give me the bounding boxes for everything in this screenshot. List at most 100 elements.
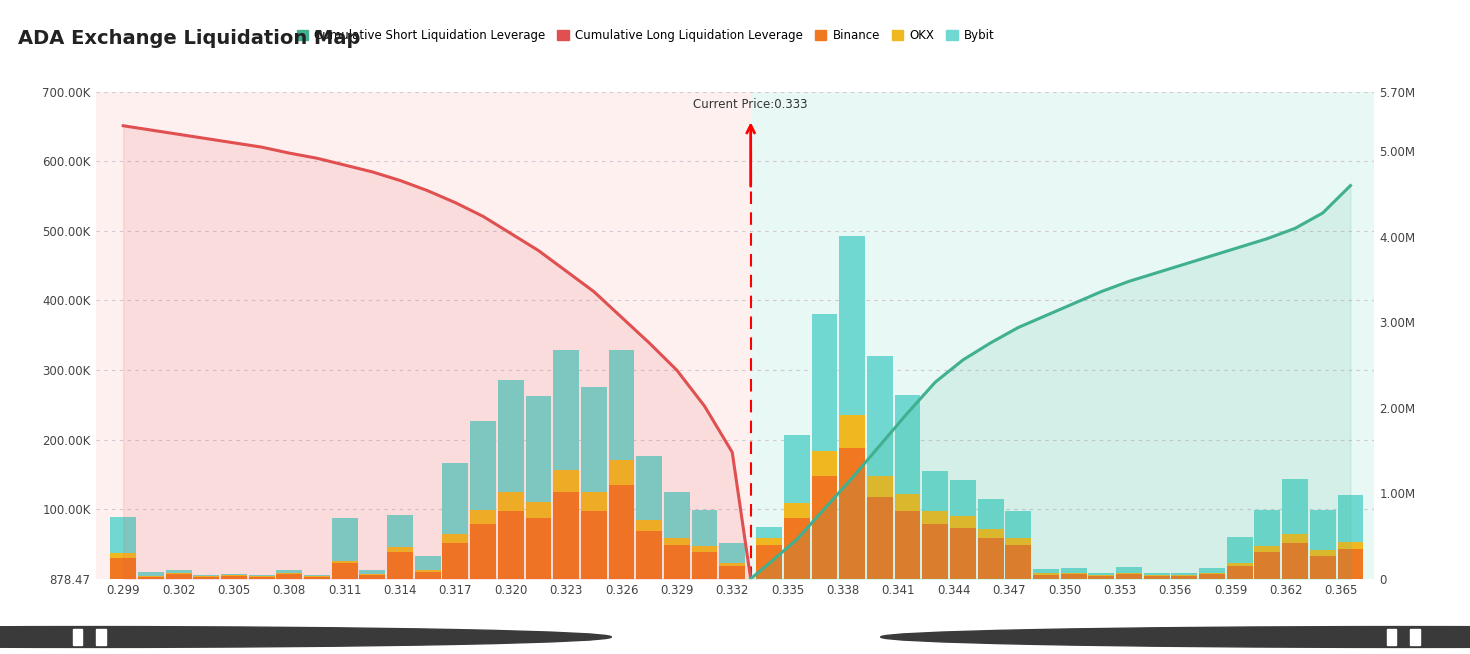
Bar	[1116, 572, 1142, 574]
Bar	[470, 510, 495, 525]
Bar	[811, 451, 838, 475]
Bar	[276, 574, 303, 579]
Bar	[691, 546, 717, 553]
Bar	[387, 547, 413, 553]
Bar	[1338, 494, 1363, 542]
Bar	[950, 516, 976, 528]
Bar	[1200, 568, 1225, 572]
Bar	[442, 462, 469, 534]
Bar	[978, 528, 1004, 538]
Bar	[1386, 629, 1396, 645]
Bar	[1088, 572, 1114, 576]
Bar	[553, 351, 579, 470]
Bar	[1227, 566, 1252, 579]
Bar	[637, 521, 662, 532]
Bar	[1338, 542, 1363, 549]
Bar	[581, 387, 607, 492]
Bar	[470, 525, 495, 579]
Bar	[691, 510, 717, 546]
Bar	[276, 570, 303, 572]
Bar	[1033, 575, 1058, 579]
Bar	[922, 471, 948, 511]
Bar	[1116, 567, 1142, 572]
Bar	[166, 572, 191, 574]
Bar	[664, 545, 689, 579]
Bar	[304, 575, 329, 576]
Bar	[1061, 574, 1086, 579]
Bar	[691, 553, 717, 579]
Bar	[950, 480, 976, 516]
Bar	[1254, 546, 1280, 553]
Bar	[751, 92, 1374, 579]
Bar	[609, 485, 635, 579]
Bar	[784, 435, 810, 503]
Bar	[526, 517, 551, 579]
Bar	[1254, 553, 1280, 579]
Text: ADA Exchange Liquidation Map: ADA Exchange Liquidation Map	[18, 29, 360, 48]
Bar	[1338, 549, 1363, 579]
Bar	[1310, 510, 1336, 550]
Bar	[248, 577, 275, 579]
Bar	[194, 577, 219, 579]
Bar	[756, 545, 782, 579]
Bar	[1005, 538, 1030, 545]
Bar	[1005, 511, 1030, 538]
Bar	[248, 576, 275, 577]
Bar	[498, 492, 523, 511]
Bar	[609, 460, 635, 485]
Bar	[1200, 572, 1225, 574]
Bar	[609, 350, 635, 460]
Bar	[756, 538, 782, 545]
Circle shape	[881, 627, 1470, 647]
Bar	[138, 572, 163, 576]
Bar	[867, 356, 892, 475]
Bar	[1033, 573, 1058, 575]
Bar	[1061, 568, 1086, 572]
Bar	[194, 576, 219, 577]
Bar	[1254, 510, 1280, 546]
Bar	[895, 395, 920, 494]
Bar	[922, 525, 948, 579]
Bar	[895, 511, 920, 579]
Bar	[276, 572, 303, 574]
Bar	[470, 421, 495, 510]
Bar	[332, 560, 357, 564]
Bar	[442, 543, 469, 579]
Bar	[1282, 479, 1308, 534]
Bar	[526, 502, 551, 517]
Bar	[415, 556, 441, 570]
Bar	[387, 553, 413, 579]
Bar	[415, 572, 441, 579]
Bar	[978, 538, 1004, 579]
Bar	[194, 575, 219, 576]
Bar	[553, 492, 579, 579]
Bar	[719, 566, 745, 579]
Bar	[96, 92, 751, 579]
Bar	[110, 553, 137, 558]
Bar	[756, 526, 782, 538]
Bar	[978, 500, 1004, 528]
Bar	[138, 577, 163, 579]
Bar	[637, 532, 662, 579]
Bar	[1172, 576, 1197, 579]
Bar	[1061, 572, 1086, 574]
Bar	[719, 563, 745, 566]
Bar	[581, 511, 607, 579]
Bar	[360, 576, 385, 579]
Bar	[784, 517, 810, 579]
Bar	[96, 629, 106, 645]
Bar	[922, 511, 948, 525]
Bar	[166, 570, 191, 572]
Bar	[498, 380, 523, 492]
Bar	[304, 577, 329, 579]
Bar	[839, 415, 866, 448]
Bar	[553, 470, 579, 492]
Bar	[332, 564, 357, 579]
Bar	[526, 396, 551, 502]
Bar	[1033, 569, 1058, 573]
Bar	[811, 475, 838, 579]
Bar	[138, 576, 163, 577]
Bar	[867, 496, 892, 579]
Text: Current Price:0.333: Current Price:0.333	[694, 98, 808, 111]
Bar	[637, 456, 662, 521]
